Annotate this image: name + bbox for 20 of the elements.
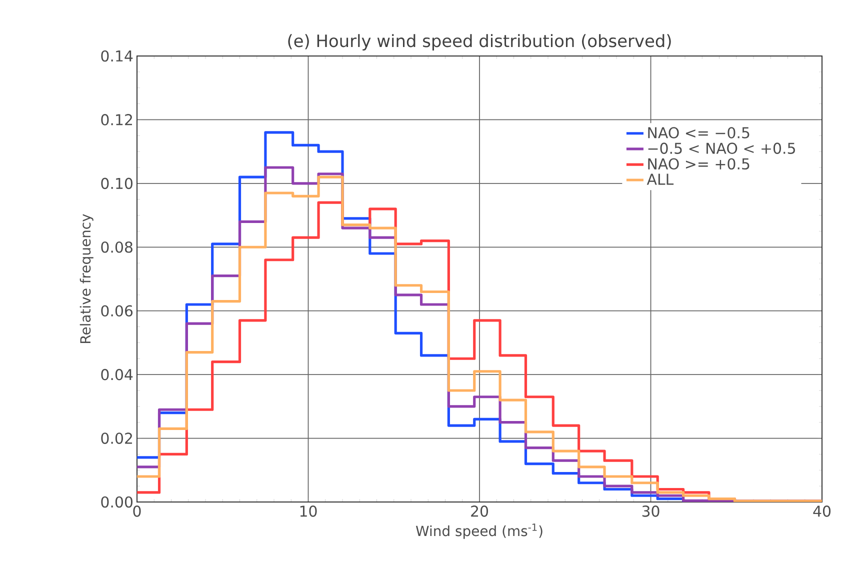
y-tick-label: 0.12 bbox=[101, 114, 132, 126]
y-axis-title: Relative frequency bbox=[80, 214, 94, 343]
legend-label: ALL bbox=[646, 174, 674, 185]
x-tick-label: 10 bbox=[300, 506, 317, 517]
legend-label: NAO <= −0.5 bbox=[648, 127, 750, 138]
y-tick-label: 0.10 bbox=[101, 178, 132, 190]
x-tick-label: 40 bbox=[813, 506, 831, 517]
chart-title: (e) Hourly wind speed distribution (observed) bbox=[288, 34, 671, 50]
x-tick-label: 0 bbox=[133, 506, 141, 517]
y-tick-label: 0.06 bbox=[101, 305, 133, 317]
y-tick-label: 0.04 bbox=[101, 368, 133, 380]
x-tick-label: 20 bbox=[471, 506, 488, 517]
y-tick-label: 0.02 bbox=[101, 432, 132, 444]
y-tick-label: 0.00 bbox=[101, 496, 132, 508]
legend-label: −0.5 < NAO < +0.5 bbox=[648, 142, 795, 154]
x-tick-label: 30 bbox=[642, 506, 660, 517]
y-tick-label: 0.14 bbox=[101, 50, 133, 62]
y-tick-label: 0.08 bbox=[101, 241, 132, 253]
x-axis-title: Wind speed (ms$^{-1}$) bbox=[416, 524, 542, 539]
legend-label: NAO >= +0.5 bbox=[648, 158, 750, 170]
